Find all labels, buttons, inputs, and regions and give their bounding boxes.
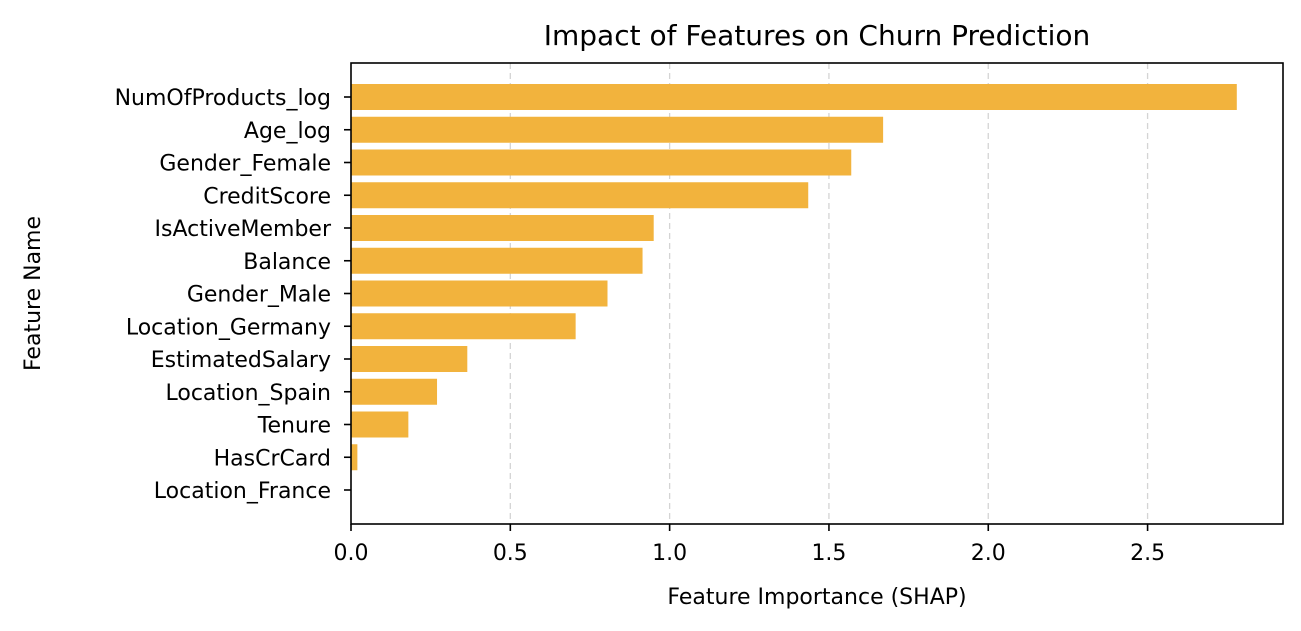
- bar: [351, 444, 358, 471]
- y-tick-label: Location_France: [154, 479, 331, 504]
- y-tick-label: Gender_Male: [187, 283, 331, 308]
- x-axis-label: Feature Importance (SHAP): [667, 585, 966, 610]
- y-axis-label: Feature Name: [21, 216, 46, 371]
- y-tick-label: Location_Germany: [126, 315, 331, 340]
- bar: [351, 280, 608, 307]
- bar: [351, 84, 1237, 110]
- chart-title: Impact of Features on Churn Prediction: [544, 19, 1091, 52]
- y-tick-label: Tenure: [257, 414, 331, 439]
- bar: [351, 182, 809, 209]
- bar: [351, 116, 884, 143]
- bars: [351, 84, 1237, 471]
- bar: [351, 215, 654, 241]
- bar: [351, 149, 852, 176]
- x-tick-label: 0.0: [334, 541, 369, 566]
- y-tick-label: CreditScore: [203, 184, 331, 209]
- x-tick-label: 1.5: [811, 541, 846, 566]
- bar: [351, 411, 409, 438]
- x-tick-label: 0.5: [493, 541, 528, 566]
- y-tick-label: Location_Spain: [165, 381, 331, 406]
- bar: [351, 247, 643, 274]
- x-tick-label: 2.5: [1130, 541, 1165, 566]
- x-tick-label: 1.0: [652, 541, 687, 566]
- y-tick-label: Age_log: [244, 119, 331, 144]
- y-tick-label: HasCrCard: [214, 446, 331, 471]
- y-tick-label: NumOfProducts_log: [115, 86, 331, 111]
- bar: [351, 378, 438, 405]
- y-tick-label: Balance: [243, 250, 331, 275]
- y-tick-label: Gender_Female: [159, 152, 331, 177]
- bar: [351, 346, 468, 372]
- y-axis-ticks: NumOfProducts_log Age_log Gender_Female Cre…: [115, 86, 351, 504]
- y-tick-label: IsActiveMember: [155, 217, 332, 242]
- y-tick-label: EstimatedSalary: [151, 348, 331, 373]
- x-tick-label: 2.0: [971, 541, 1006, 566]
- bar: [351, 313, 576, 340]
- x-axis-ticks: 0.0 0.5 1.0 1.5 2.0 2.5: [334, 524, 1165, 566]
